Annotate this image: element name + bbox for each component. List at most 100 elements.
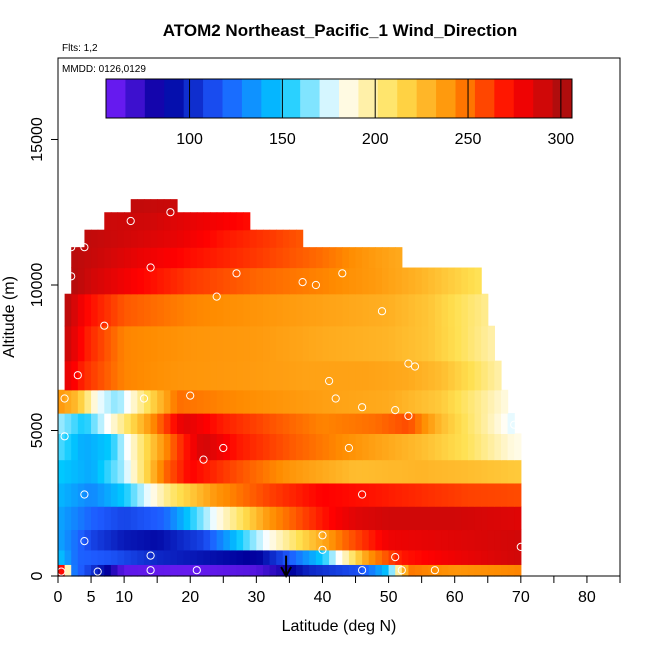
heat-cell <box>97 325 105 362</box>
heat-cell <box>163 325 171 362</box>
heat-cell <box>124 433 132 461</box>
heat-cell <box>408 413 416 434</box>
heat-cell <box>494 360 502 391</box>
heat-cell <box>210 267 218 295</box>
heat-cell <box>487 529 495 551</box>
heat-cell <box>474 267 482 295</box>
heat-cell <box>229 212 238 231</box>
heat-cell <box>91 482 99 507</box>
heat-cell <box>203 459 211 484</box>
heat-cell <box>381 564 390 577</box>
heat-cell <box>91 293 99 327</box>
heat-cell <box>434 325 443 362</box>
heat-cell <box>177 229 185 248</box>
heat-cell <box>481 325 489 362</box>
heat-cell <box>236 293 244 327</box>
heat-cell <box>203 229 211 248</box>
heat-cell <box>348 389 357 414</box>
colorbar-frame <box>105 78 573 119</box>
heat-cell <box>342 506 350 531</box>
heat-cell <box>196 506 205 531</box>
heat-cell <box>421 360 429 391</box>
colorbar-segment <box>377 79 398 118</box>
heat-cell <box>494 549 502 565</box>
heat-cell <box>170 549 178 565</box>
colorbar-segment <box>164 79 185 118</box>
heat-cell <box>401 529 410 551</box>
heat-cell <box>494 433 502 461</box>
heat-cell <box>269 360 277 391</box>
data-point <box>510 420 519 429</box>
heat-cell <box>276 389 284 414</box>
heat-cell <box>104 360 112 391</box>
heat-cell <box>216 564 224 577</box>
heat-cell <box>236 529 244 551</box>
heat-cell <box>236 459 244 484</box>
heat-cell <box>302 529 310 551</box>
heat-cell <box>309 360 317 391</box>
heat-cell <box>64 549 72 565</box>
heat-cell <box>309 529 317 551</box>
heat-cell <box>368 247 376 269</box>
heat-cell <box>269 506 277 531</box>
heat-cell <box>302 564 310 577</box>
heat-cell <box>401 482 410 507</box>
heat-cell <box>262 549 271 565</box>
heat-cell <box>500 506 509 531</box>
heat-cell <box>381 459 390 484</box>
heat-cell <box>296 564 304 577</box>
heat-cell <box>329 506 337 531</box>
heat-cell <box>500 529 509 551</box>
heat-cell <box>170 212 178 231</box>
heat-cell <box>421 433 429 461</box>
heat-cell <box>494 529 502 551</box>
heat-cell <box>229 267 238 295</box>
heat-cell <box>124 529 132 551</box>
heat-cell <box>236 229 244 248</box>
heat-cell <box>196 212 205 231</box>
heat-cell <box>507 549 515 565</box>
heat-cell <box>448 459 456 484</box>
heat-cell <box>229 506 238 531</box>
heat-cell <box>276 549 284 565</box>
colorbar-segment <box>416 79 437 118</box>
heat-cell <box>309 459 317 484</box>
heat-cell <box>77 247 86 269</box>
heat-cell <box>335 506 343 531</box>
heat-cell <box>190 267 198 295</box>
heat-cell <box>223 325 231 362</box>
heat-cell <box>375 482 383 507</box>
heat-cell <box>110 413 119 434</box>
y-axis-label: Altitude (m) <box>1 276 18 358</box>
heat-cell <box>243 564 251 577</box>
heat-cell <box>216 325 224 362</box>
heat-cell <box>289 459 297 484</box>
heat-cell <box>401 506 410 531</box>
heat-cell <box>177 459 185 484</box>
heat-cell <box>130 564 138 577</box>
heat-cell <box>474 413 482 434</box>
heat-cell <box>104 247 112 269</box>
heat-cell <box>203 293 211 327</box>
heat-cell <box>249 389 257 414</box>
heat-cell <box>329 247 337 269</box>
heat-cell <box>223 389 231 414</box>
heat-cell <box>408 267 416 295</box>
heat-cell <box>401 413 410 434</box>
heat-cell <box>58 529 66 551</box>
heat-cell <box>467 482 476 507</box>
heat-cell <box>302 549 310 565</box>
heat-cell <box>210 529 218 551</box>
heat-cell <box>487 506 495 531</box>
heat-cell <box>130 433 138 461</box>
heat-cell <box>170 459 178 484</box>
heat-cell <box>170 360 178 391</box>
heat-cell <box>415 325 423 362</box>
heat-cell <box>408 360 416 391</box>
colorbar-segment <box>455 79 476 118</box>
heat-cell <box>157 360 165 391</box>
heat-cell <box>243 293 251 327</box>
heat-cell <box>71 459 79 484</box>
heat-cell <box>494 389 502 414</box>
heat-cell <box>177 325 185 362</box>
